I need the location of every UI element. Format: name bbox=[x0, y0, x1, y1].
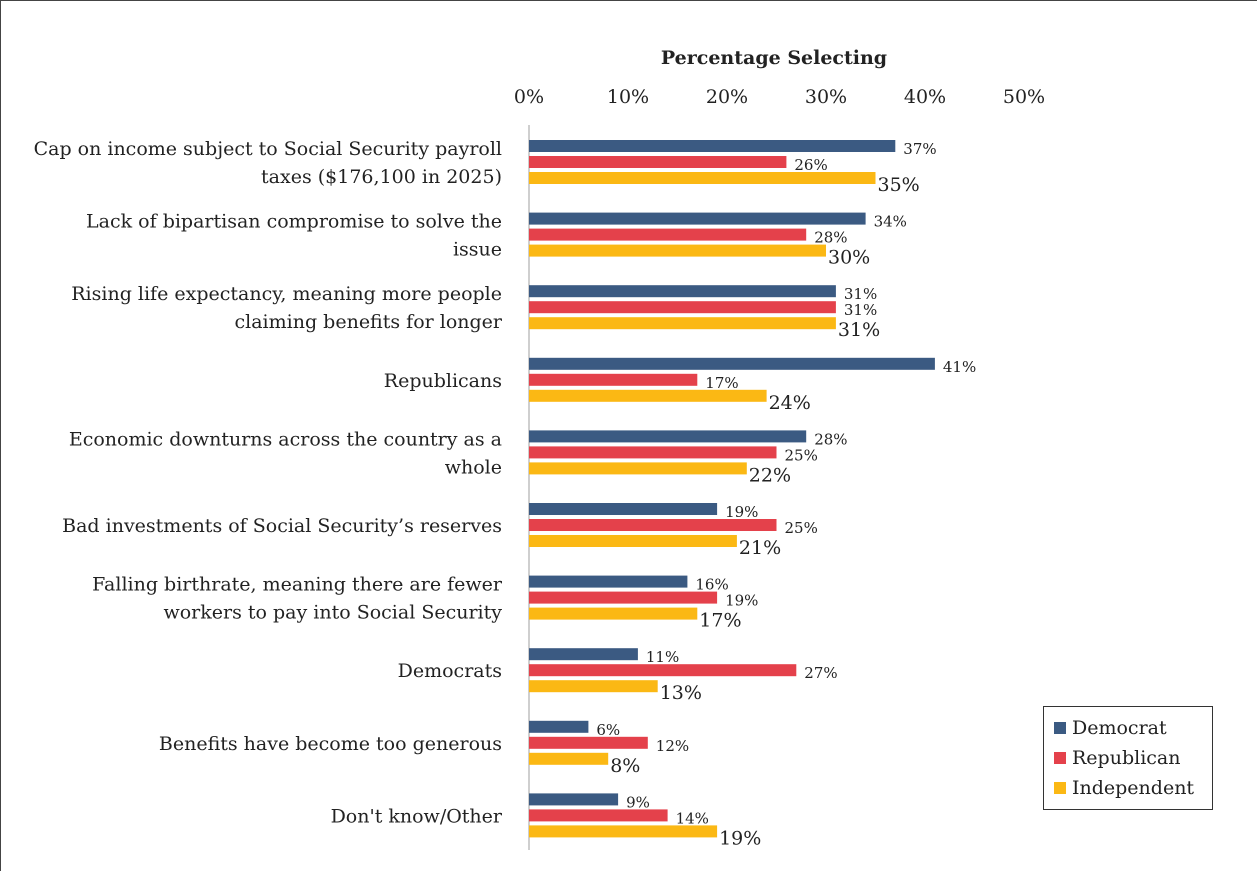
data-label: 13% bbox=[660, 682, 702, 704]
bar bbox=[529, 172, 876, 184]
bar bbox=[529, 825, 718, 838]
bar bbox=[529, 752, 609, 765]
data-label: 37% bbox=[903, 140, 936, 158]
bar bbox=[529, 503, 718, 515]
data-label: 19% bbox=[725, 503, 758, 521]
data-label: 30% bbox=[828, 247, 870, 269]
data-label: 14% bbox=[676, 809, 709, 827]
category-label: Rising life expectancy, meaning more peo… bbox=[71, 283, 502, 305]
data-label: 31% bbox=[838, 319, 880, 341]
data-label: 12% bbox=[656, 737, 689, 755]
legend-label-democrat: Democrat bbox=[1072, 717, 1167, 739]
category-label: Don't know/Other bbox=[331, 805, 503, 827]
legend-swatch-independent bbox=[1054, 782, 1066, 794]
category-label: Economic downturns across the country as… bbox=[69, 428, 502, 450]
data-label: 35% bbox=[878, 174, 920, 196]
data-label: 28% bbox=[814, 229, 847, 247]
bar bbox=[529, 317, 836, 330]
bar bbox=[529, 389, 767, 402]
category-label: claiming benefits for longer bbox=[235, 311, 503, 333]
x-tick-label: 0% bbox=[514, 86, 544, 108]
category-label: Bad investments of Social Security’s res… bbox=[62, 515, 502, 537]
legend: Democrat Republican Independent bbox=[1043, 706, 1213, 810]
data-label: 11% bbox=[646, 648, 679, 666]
data-label: 25% bbox=[785, 446, 818, 464]
bar bbox=[529, 648, 638, 661]
bar bbox=[529, 720, 589, 733]
bar bbox=[529, 446, 777, 459]
legend-swatch-democrat bbox=[1054, 722, 1066, 734]
bar bbox=[529, 809, 668, 822]
bar bbox=[529, 575, 688, 588]
data-label: 28% bbox=[814, 430, 847, 448]
category-label: Republicans bbox=[384, 370, 502, 392]
x-axis-title: Percentage Selecting bbox=[660, 47, 888, 69]
category-label: Benefits have become too generous bbox=[159, 733, 502, 755]
data-label: 6% bbox=[596, 721, 620, 739]
bar bbox=[529, 680, 658, 693]
legend-item-democrat: Democrat bbox=[1054, 713, 1212, 743]
data-label: 19% bbox=[725, 592, 758, 610]
bar bbox=[529, 156, 787, 168]
data-label: 9% bbox=[626, 793, 650, 811]
x-tick-label: 30% bbox=[805, 86, 847, 108]
data-label: 31% bbox=[844, 301, 877, 319]
legend-label-independent: Independent bbox=[1072, 777, 1195, 799]
bar bbox=[529, 535, 737, 547]
legend-item-independent: Independent bbox=[1054, 773, 1212, 803]
x-tick-label: 40% bbox=[904, 86, 946, 108]
category-label: Falling birthrate, meaning there are few… bbox=[92, 574, 503, 596]
category-label: Democrats bbox=[398, 660, 502, 682]
category-label: workers to pay into Social Security bbox=[163, 602, 502, 624]
bar bbox=[529, 285, 836, 298]
x-tick-label: 20% bbox=[706, 86, 748, 108]
bar bbox=[529, 519, 777, 531]
bar bbox=[529, 373, 698, 386]
data-label: 16% bbox=[695, 576, 728, 594]
data-label: 24% bbox=[769, 392, 811, 414]
bar bbox=[529, 664, 797, 677]
bar bbox=[529, 212, 866, 225]
data-label: 17% bbox=[705, 374, 738, 392]
bar bbox=[529, 357, 935, 370]
bar bbox=[529, 301, 836, 314]
category-label: taxes ($176,100 in 2025) bbox=[261, 166, 502, 188]
data-label: 17% bbox=[699, 610, 741, 632]
data-label: 25% bbox=[785, 519, 818, 537]
legend-label-republican: Republican bbox=[1072, 747, 1181, 769]
data-label: 8% bbox=[610, 755, 640, 777]
data-label: 26% bbox=[794, 156, 827, 174]
x-tick-label: 10% bbox=[607, 86, 649, 108]
bar bbox=[529, 244, 826, 257]
bar bbox=[529, 607, 698, 620]
category-label: Lack of bipartisan compromise to solve t… bbox=[86, 211, 502, 233]
data-label: 22% bbox=[749, 464, 791, 486]
bar bbox=[529, 430, 807, 443]
legend-swatch-republican bbox=[1054, 752, 1066, 764]
bar bbox=[529, 228, 807, 241]
category-label: whole bbox=[445, 456, 502, 478]
legend-item-republican: Republican bbox=[1054, 743, 1212, 773]
data-label: 31% bbox=[844, 285, 877, 303]
bar bbox=[529, 793, 619, 806]
data-label: 34% bbox=[874, 213, 907, 231]
category-label: issue bbox=[453, 239, 502, 261]
bar bbox=[529, 140, 896, 152]
data-label: 27% bbox=[804, 664, 837, 682]
bar bbox=[529, 591, 718, 604]
category-label: Cap on income subject to Social Security… bbox=[34, 138, 502, 160]
data-label: 41% bbox=[943, 358, 976, 376]
bar bbox=[529, 736, 648, 749]
bar bbox=[529, 462, 747, 475]
x-tick-label: 50% bbox=[1003, 86, 1045, 108]
data-label: 19% bbox=[719, 827, 761, 849]
data-label: 21% bbox=[739, 537, 781, 559]
